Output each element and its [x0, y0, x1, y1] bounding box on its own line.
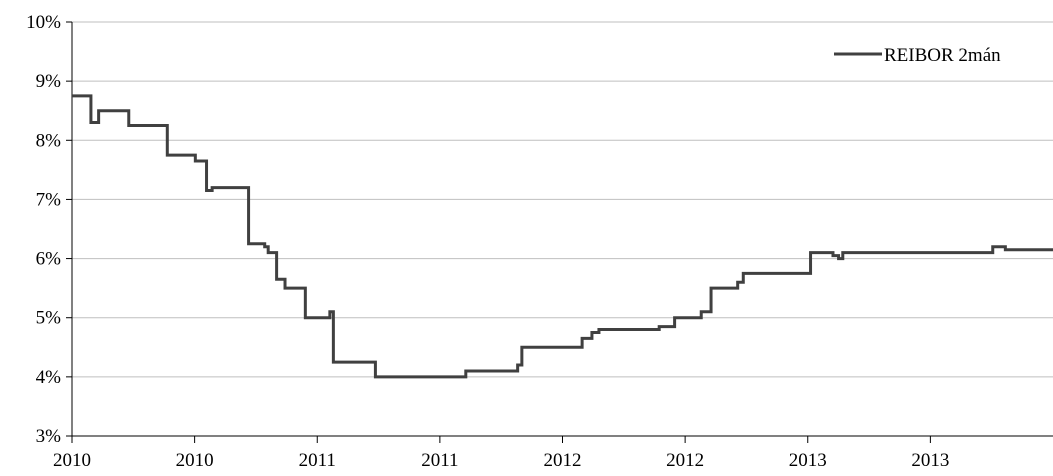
x-tick-label-7: 2013 [911, 450, 949, 471]
y-tick-label-3: 6% [36, 249, 62, 270]
x-tick-label-3: 2011 [421, 450, 458, 471]
axes [66, 21, 1053, 443]
y-tick-label-2: 5% [36, 308, 62, 329]
x-tick-label-0: 2010 [53, 450, 91, 471]
y-tick-label-5: 8% [36, 130, 62, 151]
y-tick-label-4: 7% [36, 189, 62, 210]
legend-label-series-0: REIBOR 2mán [884, 45, 1001, 66]
plot-area [72, 94, 1053, 379]
x-tick-label-6: 2013 [789, 450, 827, 471]
legend: REIBOR 2mán [834, 45, 1001, 66]
y-tick-label-7: 10% [26, 12, 61, 33]
gridlines [72, 21, 1053, 378]
x-tick-label-5: 2012 [666, 450, 704, 471]
x-tick-label-1: 2010 [176, 450, 214, 471]
series-line-0 [72, 94, 1053, 379]
x-tick-label-4: 2012 [544, 450, 582, 471]
x-tick-label-2: 2011 [299, 450, 336, 471]
y-tick-label-0: 3% [36, 426, 62, 447]
y-tick-label-6: 9% [36, 71, 62, 92]
y-tick-label-1: 4% [36, 367, 62, 388]
y-axis-tick-labels: 3% 4% 5% 6% 7% 8% 9% 10% [26, 12, 61, 447]
x-axis-tick-labels: 2010 2010 2011 2011 2012 2012 2013 2013 [53, 450, 949, 471]
